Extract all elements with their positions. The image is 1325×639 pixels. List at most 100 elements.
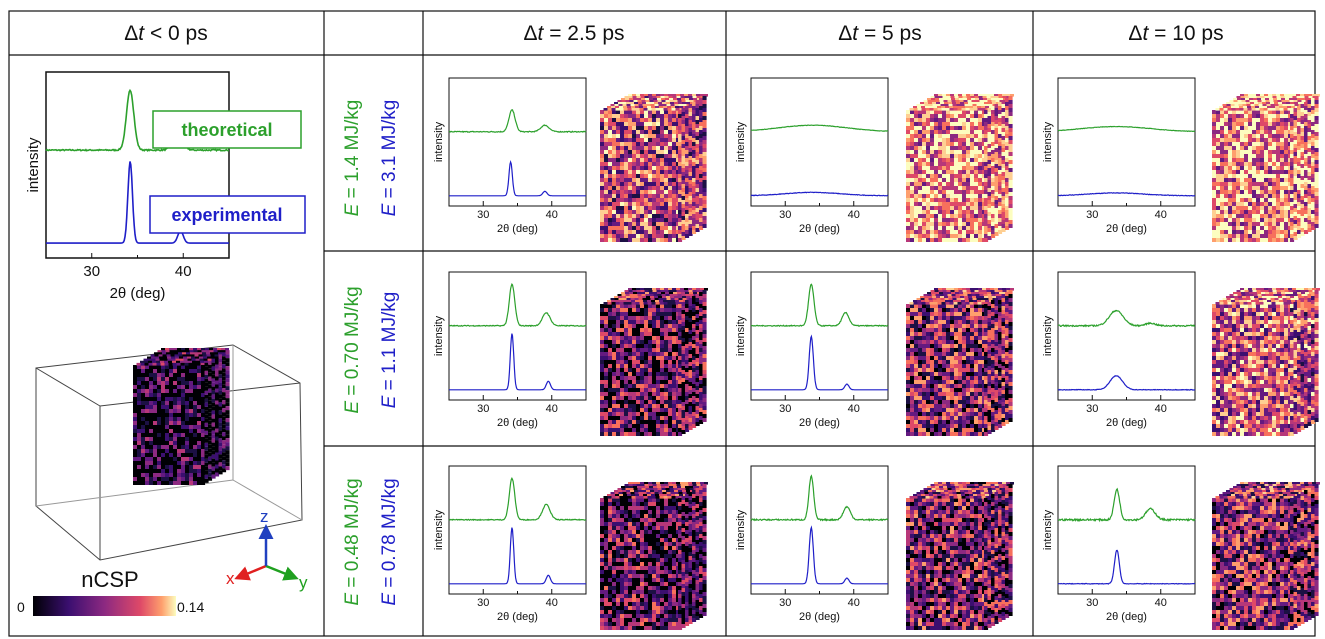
ncsp-cube-9 <box>1212 482 1320 630</box>
header-dt-10: Δt = 10 ps <box>1128 22 1223 45</box>
x-tick-label: 40 <box>848 403 860 415</box>
xrd-panel-row3-dt5: 30 40 2θ (deg) intensity <box>735 465 889 623</box>
xrd-panel-row1-dt5: 30 40 2θ (deg) intensity <box>735 77 889 235</box>
x-tick-label: 40 <box>546 403 558 415</box>
xrd-panel-row2-dt10: 30 40 2θ (deg) intensity <box>1042 271 1196 429</box>
x-axis-label: x <box>226 569 235 588</box>
x-tick-label: 40 <box>546 597 558 609</box>
xrd-panel-row1-dt10: 30 40 2θ (deg) intensity <box>1042 77 1196 235</box>
plot-frame <box>448 271 587 401</box>
x-tick-label: 30 <box>1086 209 1098 221</box>
y-axis-label: intensity <box>433 121 445 162</box>
y-axis-label: intensity <box>1042 315 1054 356</box>
plot-frame <box>750 465 889 595</box>
x-tick-label: 30 <box>1086 597 1098 609</box>
series-theoretical <box>750 124 889 132</box>
x-axis-label: 2θ (deg) <box>799 611 840 623</box>
x-tick-label: 30 <box>779 403 791 415</box>
x-axis-label: 2θ (deg) <box>497 223 538 235</box>
row3-energy-green: E = 0.48 MJ/kg <box>342 478 363 605</box>
row1-energy-green: E = 1.4 MJ/kg <box>342 100 363 217</box>
y-axis-label: intensity <box>735 315 747 356</box>
ncsp-cube-4 <box>600 288 708 436</box>
series-theoretical <box>750 283 889 328</box>
row2-energy-green: E = 0.70 MJ/kg <box>342 286 363 413</box>
y-axis-label: intensity <box>25 137 42 193</box>
series-theoretical <box>45 88 230 153</box>
series-experimental <box>1057 375 1196 391</box>
coordinate-axes: x y z <box>226 507 308 592</box>
y-axis-label: intensity <box>735 121 747 162</box>
x-tick-label: 30 <box>1086 403 1098 415</box>
x-axis-label: 2θ (deg) <box>1106 611 1147 623</box>
ncsp-cube-3 <box>1212 94 1320 242</box>
x-tick-label: 40 <box>175 263 192 280</box>
series-experimental <box>750 191 889 197</box>
xrd-panel-row2-dt5: 30 40 2θ (deg) intensity <box>735 271 889 429</box>
initial-block <box>133 348 230 485</box>
energy-labels: E = 1.4 MJ/kg E = 3.1 MJ/kg E = 0.70 MJ/… <box>342 100 400 606</box>
x-tick-label: 30 <box>779 597 791 609</box>
xrd-panel-row3-dt2.5: 30 40 2θ (deg) intensity <box>433 465 587 623</box>
x-axis-label: 2θ (deg) <box>799 223 840 235</box>
x-axis-label: 2θ (deg) <box>110 285 166 302</box>
series-theoretical <box>449 109 587 134</box>
x-tick-label: 30 <box>477 597 489 609</box>
legend-experimental: experimental <box>149 195 306 234</box>
ncsp-cube-7 <box>600 482 708 630</box>
x-tick-label: 40 <box>546 209 558 221</box>
header-dt-5: Δt = 5 ps <box>838 22 922 45</box>
colorbar-gradient <box>33 596 176 616</box>
header-dt-negative: Δt < 0 ps <box>124 22 208 45</box>
series-theoretical <box>1058 309 1196 328</box>
xrd-panel-row1-dt2.5: 30 40 2θ (deg) intensity <box>433 77 587 235</box>
xrd-panel-row3-dt10: 30 40 2θ (deg) intensity <box>1042 465 1196 623</box>
x-axis-arrow <box>234 564 267 581</box>
y-axis-label: y <box>299 573 308 592</box>
x-axis-label: 2θ (deg) <box>497 611 538 623</box>
plot-frame <box>448 77 587 207</box>
x-tick-label: 30 <box>477 403 489 415</box>
y-axis-label: intensity <box>433 509 445 550</box>
legend-theoretical: theoretical <box>152 110 302 149</box>
x-tick-label: 40 <box>848 597 860 609</box>
legend-theoretical-label: theoretical <box>181 120 272 140</box>
xrd-panel-row2-dt2.5: 30 40 2θ (deg) intensity <box>433 271 587 429</box>
series-experimental <box>46 161 229 244</box>
x-tick-label: 40 <box>848 209 860 221</box>
header-dt-2-5: Δt = 2.5 ps <box>523 22 624 45</box>
x-tick-label: 40 <box>1155 403 1167 415</box>
x-tick-label: 30 <box>477 209 489 221</box>
colorbar-label: nCSP <box>81 567 138 592</box>
x-axis-label: 2θ (deg) <box>1106 417 1147 429</box>
series-experimental <box>449 159 586 197</box>
plot-frame <box>1057 77 1196 207</box>
y-axis-label: intensity <box>1042 509 1054 550</box>
y-axis-label: intensity <box>735 509 747 550</box>
y-axis-label: intensity <box>1042 121 1054 162</box>
x-tick-label: 40 <box>1155 209 1167 221</box>
ncsp-cube-1 <box>600 94 708 242</box>
x-tick-label: 30 <box>83 263 100 280</box>
xrd-panel-dt<0: 30 40 2θ (deg) intensity <box>25 71 230 302</box>
z-axis-label: z <box>260 507 269 526</box>
series-experimental <box>449 333 586 391</box>
series-theoretical <box>750 474 889 522</box>
ncsp-cube-2 <box>906 94 1014 242</box>
series-theoretical <box>1058 487 1196 523</box>
series-experimental <box>751 525 888 585</box>
colorbar-min: 0 <box>17 599 25 615</box>
colorbar-max: 0.14 <box>177 599 204 615</box>
ncsp-cube-6 <box>1212 288 1320 436</box>
plot-frame <box>750 77 889 207</box>
y-axis-label: intensity <box>433 315 445 356</box>
plot-frame <box>750 271 889 401</box>
row3-energy-blue: E = 0.78 MJ/kg <box>379 478 400 605</box>
series-theoretical <box>448 476 587 522</box>
series-theoretical <box>448 283 587 328</box>
plot-frame <box>1057 271 1196 401</box>
ncsp-cube-8 <box>906 482 1014 630</box>
ncsp-cubes <box>600 94 1320 630</box>
plot-frame <box>448 465 587 595</box>
